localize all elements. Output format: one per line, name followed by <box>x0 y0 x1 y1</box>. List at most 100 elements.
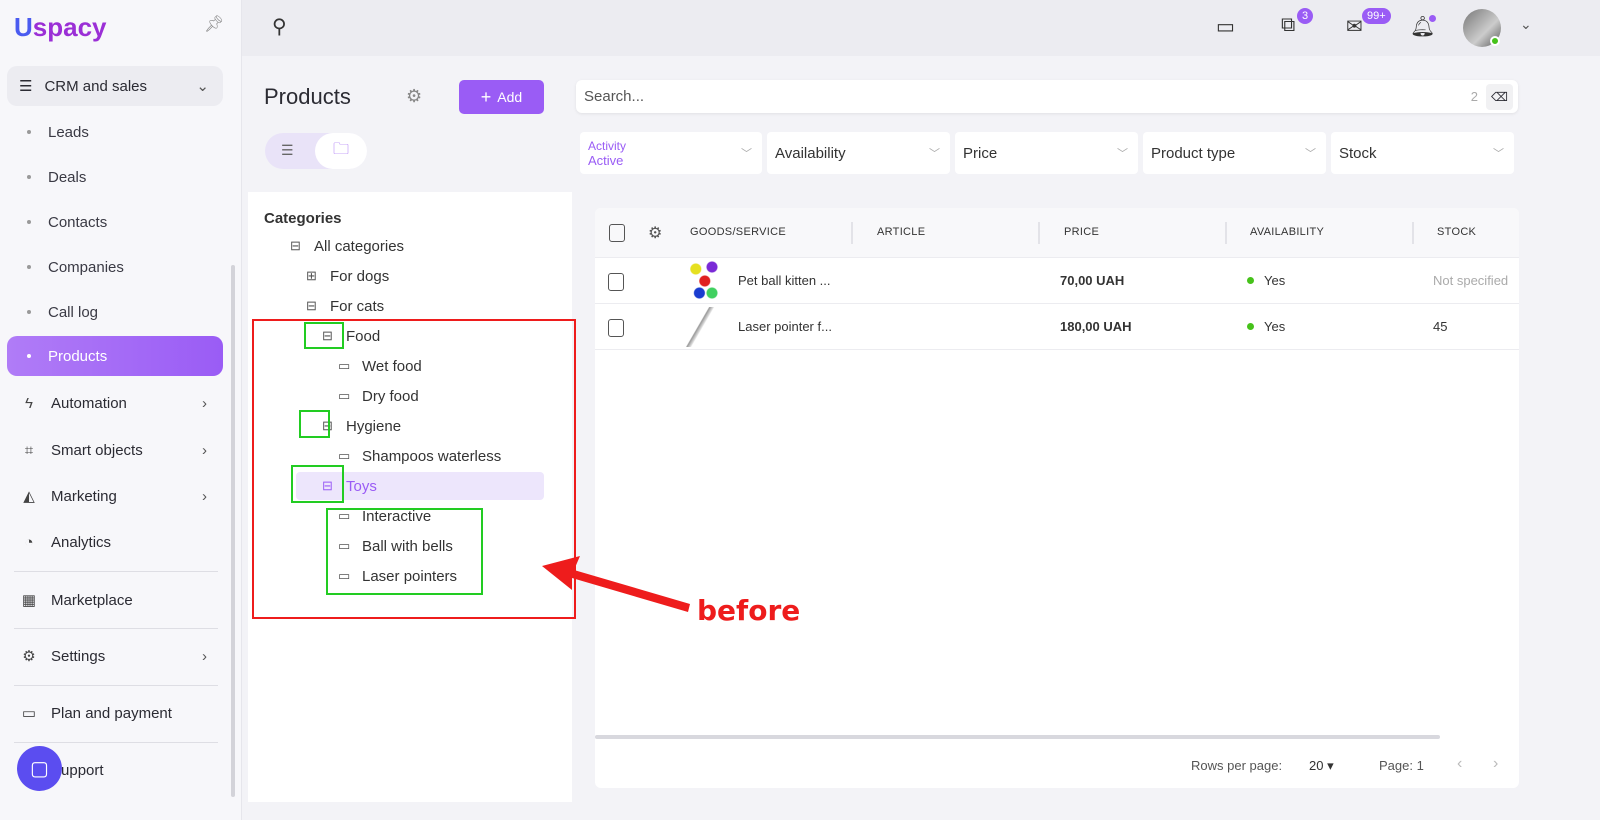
sidebar-item-leads[interactable]: Leads <box>7 112 223 152</box>
select-all-checkbox[interactable] <box>609 224 625 242</box>
folder-open-icon[interactable]: ⊟ <box>306 298 317 313</box>
sidebar-item-analytics[interactable]: ◔ Analytics <box>7 522 223 562</box>
folder-icon[interactable]: ▭ <box>338 538 351 553</box>
table-row[interactable]: Laser pointer f... 180,00 UAH Yes 45 <box>595 304 1519 350</box>
column-settings-icon[interactable]: ⚙ <box>648 225 663 242</box>
column-availability[interactable]: AVAILABILITY <box>1250 226 1325 238</box>
sidebar-item-companies[interactable]: Companies <box>7 247 223 287</box>
category-label: For cats <box>330 297 385 315</box>
rows-per-page-select[interactable]: 20 ▾ <box>1309 758 1334 774</box>
category-item[interactable]: ⊟ Toys <box>296 472 544 500</box>
message-icon[interactable]: ▭ <box>1216 16 1235 38</box>
sidebar-item-marketplace[interactable]: ▦ Marketplace <box>7 580 223 620</box>
category-label: Toys <box>346 477 377 495</box>
column-goods[interactable]: GOODS/SERVICE <box>690 226 786 238</box>
sidebar-item-settings[interactable]: ⚙ Settings › <box>7 636 223 676</box>
sidebar-item-call-log[interactable]: Call log <box>7 292 223 332</box>
product-availability: Yes <box>1264 319 1286 334</box>
sidebar-item-plan[interactable]: ▭ Plan and payment <box>7 693 223 733</box>
eraser-icon[interactable]: ⌫ <box>1486 83 1513 110</box>
folder-open-icon[interactable]: ⊟ <box>322 478 333 493</box>
folder-icon[interactable]: ▭ <box>338 448 351 463</box>
product-stock: Not specified <box>1433 273 1509 288</box>
column-resizer[interactable] <box>1225 222 1227 244</box>
label: Settings <box>51 647 106 665</box>
mail-icon[interactable]: ✉ <box>1346 16 1363 38</box>
sidebar-item-support[interactable]: Support <box>7 750 223 790</box>
sidebar-item-contacts[interactable]: Contacts <box>7 202 223 242</box>
category-item[interactable]: ▭ Shampoos waterless <box>338 444 501 468</box>
horizontal-scrollbar[interactable] <box>595 735 1440 739</box>
table-row[interactable]: Pet ball kitten ... 70,00 UAH Yes Not sp… <box>595 258 1519 304</box>
filter-activity[interactable]: Activity Active ﹀ <box>580 132 762 174</box>
folder-icon[interactable]: ▭ <box>338 388 351 403</box>
filter-stock[interactable]: Stock ﹀ <box>1331 132 1514 174</box>
folder-icon[interactable]: ⊞ <box>306 268 317 283</box>
filter-product-type[interactable]: Product type ﹀ <box>1143 132 1326 174</box>
label: Plan and payment <box>51 704 172 722</box>
folder-view-icon[interactable]: 🗀 <box>315 133 367 169</box>
category-item[interactable]: ▭ Laser pointers <box>338 564 457 588</box>
settings-gear-icon[interactable]: ⚙ <box>406 86 423 106</box>
folder-open-icon[interactable]: ⊟ <box>322 328 333 343</box>
chat-widget-button[interactable]: ▢ <box>17 746 62 791</box>
wallet-icon: ▭ <box>21 705 37 722</box>
add-button[interactable]: + Add <box>459 80 544 114</box>
chevron-down-icon: ⌄ <box>196 78 209 95</box>
product-name[interactable]: Laser pointer f... <box>738 319 832 334</box>
folder-icon[interactable]: ▭ <box>338 568 351 583</box>
folder-icon[interactable]: ▭ <box>338 358 351 373</box>
sidebar-scrollbar[interactable] <box>231 265 235 797</box>
sidebar-group-crm[interactable]: ☰ CRM and sales ⌄ <box>7 66 223 106</box>
pin-icon[interactable]: 📌︎ <box>204 16 225 33</box>
chats-icon[interactable]: ⧉ <box>1281 14 1296 36</box>
category-item[interactable]: ▭ Interactive <box>338 504 431 528</box>
sidebar-item-deals[interactable]: Deals <box>7 157 223 197</box>
filter-price[interactable]: Price ﹀ <box>955 132 1138 174</box>
uspacy-logo[interactable]: Uspacy <box>14 12 107 42</box>
next-page-icon[interactable]: › <box>1493 755 1499 772</box>
category-item[interactable]: ⊟ For cats <box>306 294 384 318</box>
chevron-down-icon: ﹀ <box>1305 148 1316 160</box>
category-item[interactable]: ⊟ All categories <box>290 234 404 258</box>
category-item[interactable]: ⊟ Food <box>322 324 380 348</box>
view-toggle[interactable]: ☰ 🗀 <box>265 133 367 169</box>
divider <box>14 571 218 572</box>
folder-open-icon[interactable]: ⊟ <box>322 418 333 433</box>
row-checkbox[interactable] <box>608 319 624 337</box>
row-checkbox[interactable] <box>608 273 624 291</box>
sidebar-item-marketing[interactable]: ◭ Marketing › <box>7 476 223 516</box>
prev-page-icon[interactable]: ‹ <box>1457 755 1463 772</box>
chevron-down-icon[interactable]: ⌄ <box>1520 16 1532 32</box>
bell-icon[interactable]: 🔔︎ <box>1410 16 1436 38</box>
sidebar-item-automation[interactable]: ϟ Automation › <box>7 383 223 423</box>
category-item[interactable]: ▭ Wet food <box>338 354 422 378</box>
label: Smart objects <box>51 441 143 459</box>
category-item[interactable]: ▭ Dry food <box>338 384 419 408</box>
search-input[interactable] <box>584 88 1471 105</box>
product-name[interactable]: Pet ball kitten ... <box>738 273 831 288</box>
category-item[interactable]: ▭ Ball with bells <box>338 534 453 558</box>
list-view-icon[interactable]: ☰ <box>281 142 294 158</box>
column-resizer[interactable] <box>1412 222 1414 244</box>
sidebar: Uspacy 📌︎ ☰ CRM and sales ⌄ Leads Deals … <box>0 0 242 820</box>
column-resizer[interactable] <box>851 222 853 244</box>
search-icon[interactable]: ⚲ <box>272 16 287 38</box>
sidebar-item-smart-objects[interactable]: ⌗ Smart objects › <box>7 430 223 470</box>
column-stock[interactable]: STOCK <box>1437 226 1477 238</box>
folder-open-icon[interactable]: ⊟ <box>290 238 301 253</box>
label: Call log <box>48 303 99 321</box>
category-item[interactable]: ⊟ Hygiene <box>322 414 401 438</box>
column-resizer[interactable] <box>1038 222 1040 244</box>
availability-dot <box>1247 323 1254 330</box>
column-article[interactable]: ARTICLE <box>877 226 926 238</box>
category-label: For dogs <box>330 267 390 285</box>
label: Products <box>48 347 108 365</box>
sidebar-item-products[interactable]: Products <box>7 336 223 376</box>
rows-per-page-label: Rows per page: <box>1191 758 1283 773</box>
folder-icon[interactable]: ▭ <box>338 508 351 523</box>
divider <box>14 685 218 686</box>
category-item[interactable]: ⊞ For dogs <box>306 264 389 288</box>
filter-availability[interactable]: Availability ﹀ <box>767 132 950 174</box>
column-price[interactable]: PRICE <box>1064 226 1100 238</box>
